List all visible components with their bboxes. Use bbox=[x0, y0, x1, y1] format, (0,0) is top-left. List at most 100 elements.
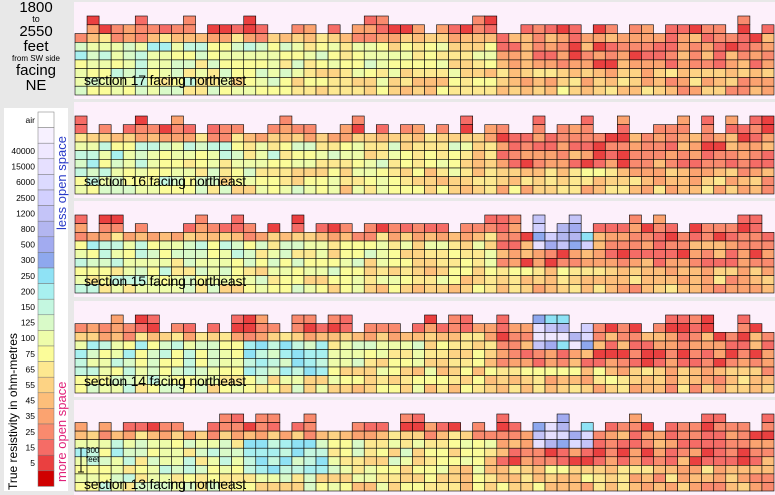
resistivity-cell bbox=[641, 59, 654, 69]
resistivity-cell bbox=[617, 176, 630, 186]
resistivity-cell bbox=[484, 340, 498, 350]
resistivity-cell bbox=[400, 85, 413, 96]
resistivity-cell bbox=[460, 240, 474, 250]
resistivity-cell bbox=[761, 59, 775, 69]
resistivity-cell bbox=[122, 240, 136, 250]
resistivity-cell bbox=[460, 141, 474, 151]
resistivity-cell bbox=[472, 482, 486, 492]
resistivity-cell bbox=[207, 42, 220, 52]
resistivity-cell bbox=[496, 284, 510, 294]
resistivity-cell bbox=[195, 33, 208, 43]
resistivity-cell bbox=[665, 258, 678, 268]
resistivity-cell bbox=[147, 422, 160, 432]
resistivity-cell bbox=[641, 185, 654, 195]
resistivity-cell bbox=[74, 349, 88, 359]
resistivity-cell bbox=[472, 133, 486, 143]
resistivity-cell bbox=[641, 232, 654, 242]
resistivity-cell bbox=[171, 124, 184, 134]
resistivity-cell bbox=[291, 77, 305, 87]
resistivity-cell bbox=[424, 159, 437, 169]
resistivity-cell bbox=[556, 176, 570, 186]
resistivity-cell bbox=[436, 124, 449, 134]
resistivity-cell bbox=[617, 50, 630, 61]
resistivity-cell bbox=[327, 456, 341, 466]
resistivity-cell bbox=[617, 284, 630, 294]
resistivity-cell bbox=[122, 124, 136, 134]
resistivity-cell bbox=[400, 366, 413, 376]
resistivity-cell bbox=[412, 240, 425, 250]
resistivity-cell bbox=[315, 275, 329, 285]
resistivity-cell bbox=[375, 124, 389, 134]
resistivity-cell bbox=[110, 358, 124, 368]
resistivity-cell bbox=[291, 124, 305, 134]
resistivity-cell bbox=[725, 275, 739, 285]
resistivity-cell bbox=[713, 332, 727, 342]
resistivity-cell bbox=[629, 214, 642, 224]
resistivity-cell bbox=[303, 33, 317, 43]
resistivity-cell bbox=[436, 284, 449, 294]
resistivity-cell bbox=[303, 167, 317, 177]
resistivity-cell bbox=[363, 258, 377, 268]
resistivity-cell bbox=[86, 24, 100, 34]
resistivity-cell bbox=[460, 366, 474, 376]
resistivity-cell bbox=[363, 223, 377, 233]
scale-bar-unit: feet bbox=[86, 455, 100, 464]
resistivity-cell bbox=[291, 284, 305, 294]
resistivity-cell bbox=[134, 447, 148, 458]
resistivity-cell bbox=[653, 124, 666, 134]
resistivity-cell bbox=[496, 150, 510, 160]
resistivity-cell bbox=[98, 340, 112, 350]
resistivity-cell bbox=[327, 482, 341, 492]
resistivity-cell bbox=[725, 366, 739, 376]
resistivity-cell bbox=[556, 332, 570, 342]
resistivity-cell bbox=[110, 249, 124, 259]
resistivity-cell bbox=[231, 159, 245, 169]
resistivity-cell bbox=[436, 258, 449, 268]
resistivity-cell bbox=[580, 284, 594, 294]
resistivity-cell bbox=[86, 59, 100, 69]
resistivity-cell bbox=[665, 323, 678, 333]
resistivity-cell bbox=[689, 85, 702, 96]
resistivity-cell bbox=[713, 447, 727, 458]
resistivity-cell bbox=[532, 68, 546, 78]
resistivity-cell bbox=[363, 384, 377, 394]
legend-swatch bbox=[37, 345, 55, 362]
resistivity-cell bbox=[351, 384, 365, 394]
resistivity-cell bbox=[255, 482, 269, 492]
resistivity-cell bbox=[496, 439, 510, 449]
resistivity-cell bbox=[134, 115, 148, 125]
resistivity-cell bbox=[713, 150, 727, 160]
resistivity-cell bbox=[665, 59, 678, 69]
resistivity-cell bbox=[291, 240, 305, 250]
resistivity-cell bbox=[122, 159, 136, 169]
resistivity-cell bbox=[508, 240, 522, 250]
resistivity-cell bbox=[375, 332, 389, 342]
resistivity-cell bbox=[725, 124, 739, 134]
resistivity-cell bbox=[400, 159, 413, 169]
legend-swatch bbox=[37, 361, 55, 378]
resistivity-cell bbox=[183, 240, 196, 250]
resistivity-cell bbox=[74, 258, 88, 268]
resistivity-cell bbox=[74, 240, 88, 250]
resistivity-cell bbox=[749, 439, 763, 449]
resistivity-cell bbox=[207, 232, 220, 242]
resistivity-cell bbox=[580, 59, 594, 69]
resistivity-cell bbox=[351, 50, 365, 61]
resistivity-cell bbox=[761, 232, 775, 242]
resistivity-cell bbox=[701, 422, 715, 432]
resistivity-cell bbox=[701, 150, 715, 160]
resistivity-cell bbox=[737, 240, 751, 250]
resistivity-cell bbox=[231, 340, 245, 350]
resistivity-cell bbox=[532, 375, 546, 385]
resistivity-cell bbox=[592, 447, 606, 458]
resistivity-cell bbox=[713, 358, 727, 368]
resistivity-cell bbox=[592, 33, 606, 43]
resistivity-cell bbox=[761, 159, 775, 169]
resistivity-cell bbox=[532, 258, 546, 268]
resistivity-cell bbox=[327, 447, 341, 458]
resistivity-cell bbox=[267, 42, 281, 52]
resistivity-cell bbox=[195, 430, 208, 440]
resistivity-cell bbox=[749, 214, 763, 224]
resistivity-cell bbox=[460, 314, 474, 324]
resistivity-cell bbox=[665, 50, 678, 61]
